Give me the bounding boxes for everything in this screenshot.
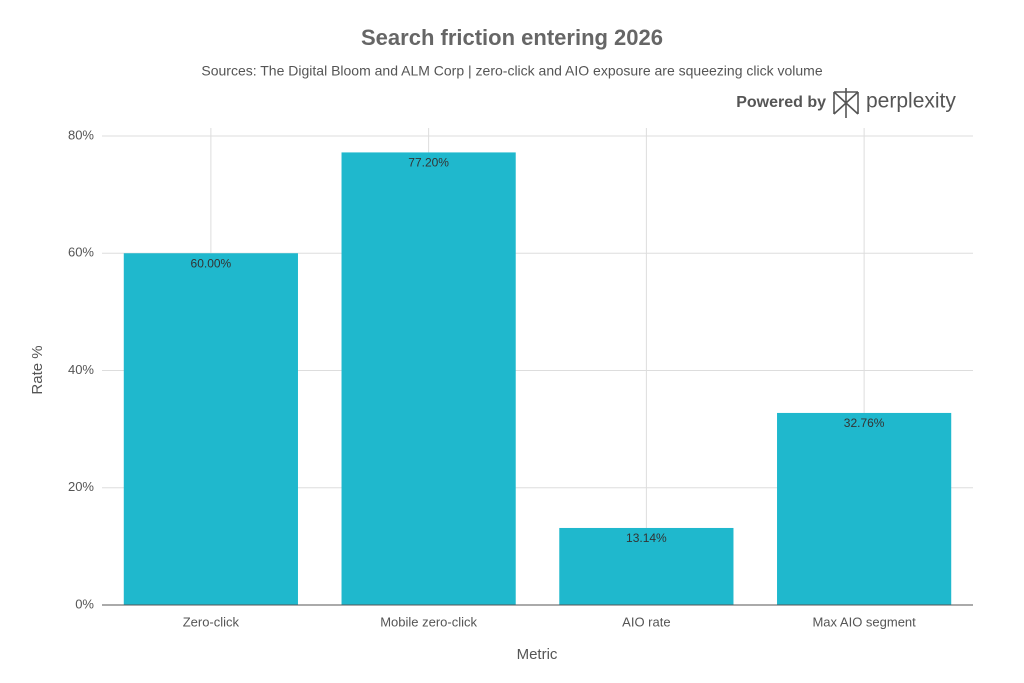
bar <box>777 412 952 605</box>
y-tick-label: 20% <box>68 479 94 494</box>
x-tick-label: Max AIO segment <box>812 614 916 629</box>
chart-title: Search friction entering 2026 <box>361 25 663 50</box>
y-tick-label: 60% <box>68 245 94 260</box>
chart-subtitle: Sources: The Digital Bloom and ALM Corp … <box>201 63 822 79</box>
bar <box>341 152 516 606</box>
bar <box>559 527 734 605</box>
value-label: 13.14% <box>626 531 667 545</box>
value-label: 60.00% <box>191 256 232 270</box>
value-label: 77.20% <box>408 156 449 170</box>
brand-logo <box>833 88 859 118</box>
x-axis-title: Metric <box>517 646 558 663</box>
x-tick-label: Mobile zero-click <box>380 614 477 629</box>
bar <box>123 253 298 605</box>
brand-prefix: Powered by <box>736 94 826 111</box>
x-tick-label: AIO rate <box>622 614 670 629</box>
y-tick-label: 0% <box>75 596 94 611</box>
y-tick-label: 40% <box>68 362 94 377</box>
y-axis-title: Rate % <box>29 345 46 394</box>
y-tick-label: 80% <box>68 127 94 142</box>
value-label: 32.76% <box>844 416 885 430</box>
brand-name: perplexity <box>866 90 956 113</box>
x-tick-label: Zero-click <box>183 614 240 629</box>
